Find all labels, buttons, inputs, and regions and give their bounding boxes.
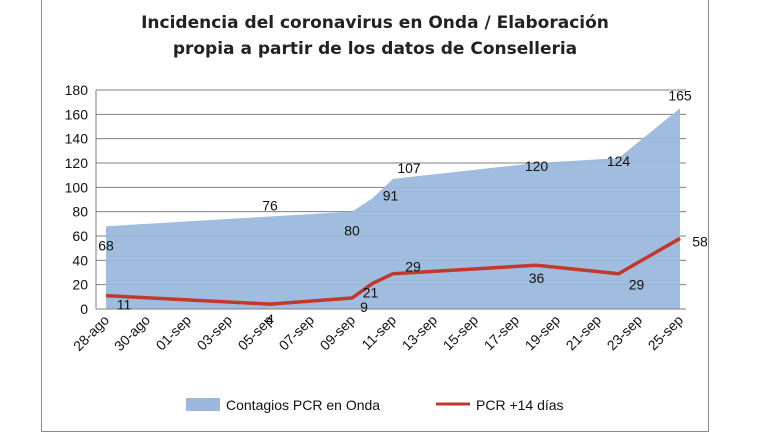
legend-label-line: PCR +14 días — [476, 397, 564, 413]
x-tick-11-sep: 11-sep — [358, 312, 399, 353]
line-pcr-14 — [105, 236, 681, 306]
line-label-2: 9 — [360, 299, 368, 315]
x-tick-25-sep: 25-sep — [645, 312, 687, 354]
x-tick-19-sep: 19-sep — [522, 312, 564, 354]
legend-swatch-area — [186, 398, 220, 411]
line-label-6: 29 — [629, 277, 645, 293]
x-tick-30-ago: 30-ago — [111, 312, 153, 354]
area-label-6: 124 — [607, 153, 631, 169]
x-tick-09-sep: 09-sep — [317, 312, 359, 354]
x-tick-21-sep: 21-sep — [563, 312, 605, 354]
line-label-5: 36 — [529, 270, 545, 286]
y-tick-160: 160 — [65, 106, 89, 122]
area-label-4: 107 — [397, 160, 421, 176]
y-tick-120: 120 — [65, 155, 89, 171]
x-tick-23-sep: 23-sep — [604, 312, 646, 354]
chart-title: Incidencia del coronavirus en Onda / Ela… — [41, 10, 709, 62]
area-label-2: 80 — [344, 223, 360, 239]
y-tick-labels: 0 20 40 60 80 100 120 140 160 180 — [65, 82, 89, 317]
line-label-4: 29 — [405, 259, 421, 275]
x-tick-07-sep: 07-sep — [276, 312, 318, 354]
y-tick-80: 80 — [72, 204, 88, 220]
x-tick-17-sep: 17-sep — [481, 312, 523, 354]
y-tick-60: 60 — [72, 228, 88, 244]
line-label-0: 11 — [117, 297, 132, 313]
area-label-5: 120 — [525, 158, 549, 174]
y-tick-40: 40 — [72, 252, 88, 268]
area-label-3: 91 — [383, 187, 399, 203]
y-tick-20: 20 — [72, 277, 88, 293]
x-tick-13-sep: 13-sep — [399, 312, 441, 354]
legend-label-area: Contagios PCR en Onda — [226, 397, 380, 413]
chart-title-line-1: Incidencia del coronavirus en Onda / Ela… — [141, 13, 609, 33]
x-tick-28-ago: 28-ago — [70, 312, 112, 354]
legend: Contagios PCR en Onda PCR +14 días — [186, 397, 564, 413]
area-label-1: 76 — [262, 198, 278, 214]
y-tick-180: 180 — [65, 82, 89, 98]
area-label-0: 68 — [98, 237, 114, 253]
x-tick-01-sep: 01-sep — [153, 312, 195, 354]
area-series — [106, 108, 680, 309]
y-tick-140: 140 — [65, 131, 89, 147]
area-label-7: 165 — [668, 87, 692, 103]
line-series — [105, 236, 681, 306]
line-label-3: 21 — [363, 284, 379, 300]
chart-title-line-2: propia a partir de los datos de Conselle… — [172, 39, 578, 59]
area-contagios — [106, 108, 680, 309]
x-tick-03-sep: 03-sep — [194, 312, 236, 354]
axes — [95, 90, 686, 310]
data-labels: 68 76 80 91 107 120 124 165 11 4 921 29 36 29 58 — [98, 87, 708, 327]
y-tick-100: 100 — [65, 179, 89, 195]
line-label-1: 4 — [266, 311, 274, 327]
y-tick-0: 0 — [80, 301, 88, 317]
x-tick-15-sep: 15-sep — [440, 312, 482, 354]
line-label-7: 58 — [692, 233, 708, 249]
